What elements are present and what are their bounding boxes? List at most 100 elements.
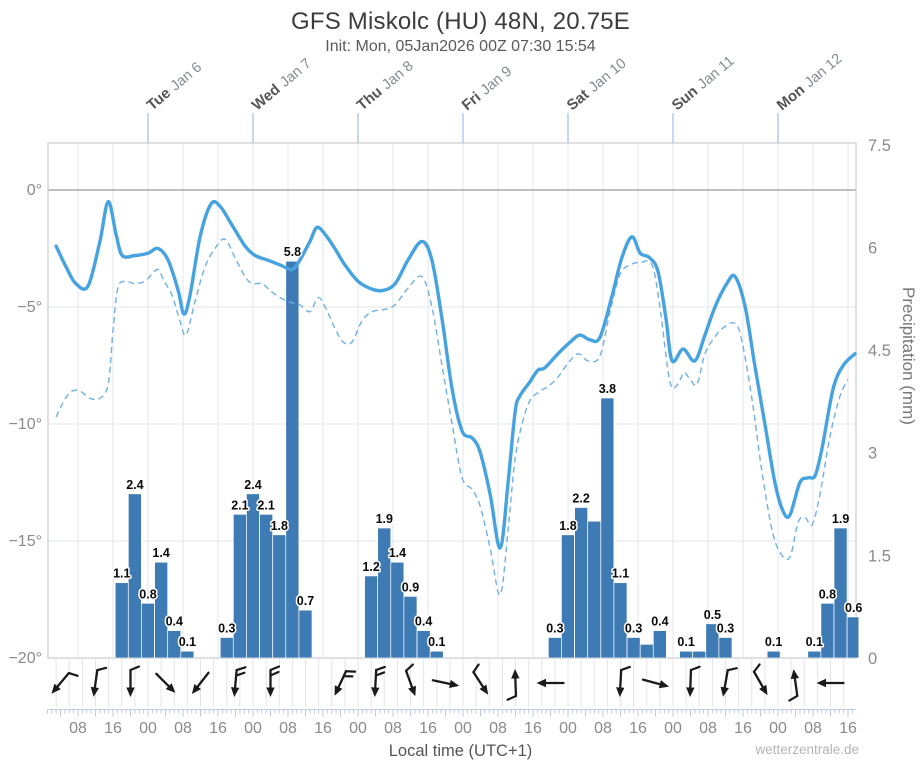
precip-value-label: 1.2 [362,560,379,574]
time-tick-label: 16 [104,720,122,737]
precip-bar [403,596,418,658]
precip-value-label: 2.2 [572,492,589,506]
precip-value-label: 0.6 [845,601,862,615]
wind-arrow [155,672,176,693]
time-tick-label: 16 [839,720,857,737]
wind-strip [51,659,845,707]
time-tick-label: 16 [629,720,647,737]
precip-value-label: 2.4 [244,478,261,492]
precip-bar [718,637,733,658]
temp-tick-label: −10° [8,416,42,433]
time-tick-label: 08 [279,720,297,737]
precip-axis-title: Precipitation (mm) [899,287,918,425]
wind-arrow [536,678,565,688]
time-tick-label: 08 [489,720,507,737]
time-tick-label: 08 [804,720,822,737]
precip-bar [587,520,602,658]
temperature-line [54,199,857,550]
time-tick-label: 16 [419,720,437,737]
precip-bar [298,609,313,658]
time-tick-label: 00 [454,720,472,737]
precip-value-label: 2.1 [257,498,274,512]
wind-arrow [334,670,357,696]
precip-tick-label: 0 [868,650,877,668]
precip-value-label: 1.9 [832,512,849,526]
precip-value-label: 1.1 [113,567,130,581]
wind-arrow [191,671,210,695]
wind-arrow [371,665,386,697]
wind-arrow [686,665,701,697]
precip-tick-label: 7.5 [868,137,891,155]
precip-value-label: 0.9 [402,580,419,594]
wind-arrow [472,663,489,695]
precip-bar [154,561,169,658]
precip-bars [114,260,859,658]
wind-arrow [230,666,247,697]
precip-value-label: 0.4 [651,615,668,629]
precip-value-label: 0.5 [704,608,721,622]
precip-value-label: 1.1 [612,567,629,581]
time-tick-label: 00 [244,720,262,737]
precip-value-label: 2.1 [231,498,248,512]
time-tick-label: 16 [314,720,332,737]
time-tick-label: 00 [559,720,577,737]
precip-value-label: 0.1 [428,635,445,649]
precip-value-label: 0.1 [806,635,823,649]
temp-tick-label: 0° [27,182,42,199]
time-tick-label: 00 [349,720,367,737]
temp-tick-label: −5° [17,299,42,316]
precip-bar [613,582,628,658]
precip-value-label: 1.8 [271,519,288,533]
day-label: ThuJan 8 [354,57,417,114]
temp-tick-label: −15° [8,533,42,550]
precip-value-label: 3.8 [599,382,616,396]
x-axis-title: Local time (UTC+1) [388,742,533,760]
wind-arrow [90,666,108,697]
time-tick-label: 16 [209,720,227,737]
precip-value-label: 0.3 [717,622,734,636]
time-tick-label: 08 [174,720,192,737]
wind-arrow [720,667,738,697]
day-label: MonJan 12 [774,50,846,114]
precip-bar [246,493,260,658]
precip-bar [846,616,859,658]
temperature-curves [54,199,857,596]
precip-bar [679,650,694,658]
wind-arrow [816,678,845,688]
precip-bar [180,650,195,658]
precip-bar [232,513,247,658]
precip-bar [600,397,615,658]
wind-arrow [641,678,670,689]
precip-value-label: 0.1 [677,635,694,649]
precip-tick-label: 6 [868,239,877,257]
precip-bar [114,582,129,658]
wind-arrow [506,669,520,701]
precip-value-label: 0.1 [765,635,782,649]
precip-bar [141,602,155,658]
time-tick-label: 00 [139,720,157,737]
wind-arrow [616,665,631,697]
precip-bar [833,527,848,658]
chart-title: GFS Miskolc (HU) 48N, 20.75E [290,8,631,35]
precip-bar [807,650,822,658]
precip-value-label: 1.9 [376,512,393,526]
time-tick-label: 00 [664,720,682,737]
watermark: wetterzentrale.de [755,742,859,757]
precip-bar [167,630,182,658]
precip-tick-label: 3 [868,445,877,463]
day-label: SatJan 10 [564,55,630,114]
wind-arrow [404,663,416,697]
time-tick-label: 08 [69,720,87,737]
day-label: TueJan 6 [144,59,206,114]
precip-bar-labels: 1.1 2.4 0.8 1.4 0.4 0.1 0.3 2.1 2.4 2.1 1.8 5.8 0.7 1… [112,244,864,651]
hour-ruler [46,709,856,717]
temp-tick-label: −20° [8,650,42,667]
precip-value-label: 0.3 [546,622,563,636]
precip-bar [639,643,654,658]
precip-value-label: 1.4 [152,546,169,560]
precip-bar [820,602,835,658]
wind-arrow [51,671,79,694]
time-tick-label: 16 [734,720,752,737]
time-tick-label: 08 [594,720,612,737]
